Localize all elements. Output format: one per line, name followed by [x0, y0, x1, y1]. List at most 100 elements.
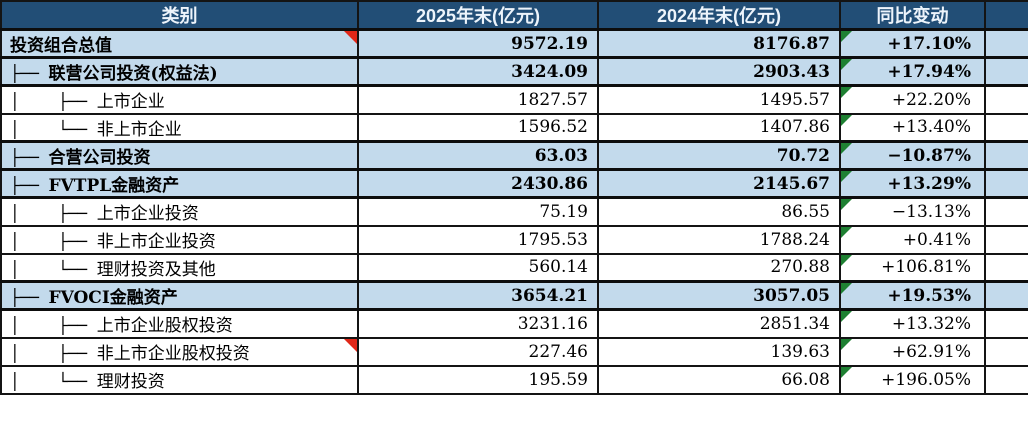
green-corner-marker: [842, 199, 852, 210]
category-label: 非上市企业: [96, 119, 182, 140]
tree-prefix: │ ├──: [10, 232, 97, 251]
category-label: 联营公司投资(权益法): [48, 64, 218, 84]
tree-prefix: │ ├──: [10, 92, 97, 112]
value-2025-cell: 9572.19: [357, 28, 599, 59]
value-2025-cell: 3654.21: [357, 280, 599, 311]
change-value: +106.81%: [881, 257, 971, 278]
empty-cell: [984, 56, 1028, 87]
green-corner-marker: [842, 144, 852, 154]
tree-prefix: ├──: [10, 176, 49, 195]
tree-prefix: ├──: [10, 64, 49, 83]
empty-cell: [984, 336, 1028, 367]
empty-cell: [984, 140, 1028, 171]
value-2025-cell: 3231.16: [357, 308, 599, 339]
change-value: +13.40%: [891, 117, 971, 138]
value-2024-cell: 3057.05: [597, 280, 841, 311]
tree-prefix: │ ├──: [10, 344, 97, 363]
change-value: +62.91%: [891, 341, 971, 362]
green-corner-marker: [842, 172, 852, 182]
tree-prefix: │ └──: [10, 119, 97, 139]
value-2025-cell: 227.46: [357, 336, 599, 367]
value-2025-cell: 1596.52: [357, 112, 599, 143]
value-2024-cell: 8176.87: [597, 28, 841, 59]
category-label: 非上市企业股权投资: [96, 344, 250, 364]
category-cell: ├── 联营公司投资(权益法): [0, 56, 359, 87]
column-header-2025: 2025年末(亿元): [357, 0, 599, 31]
value-2025-cell: 3424.09: [357, 56, 599, 87]
value-2024-cell: 66.08: [597, 364, 841, 395]
category-label: 上市企业: [96, 92, 165, 113]
value-2025-cell: 63.03: [357, 140, 599, 171]
category-cell: ├── 合营公司投资: [0, 140, 359, 171]
change-cell: +13.32%: [839, 308, 986, 339]
table-row: │ ├── 上市企业投资 75.19 86.55 −13.13%: [0, 196, 1028, 227]
change-value: +196.05%: [881, 369, 971, 390]
change-cell: −10.87%: [839, 140, 986, 171]
green-corner-marker: [842, 284, 852, 294]
value-2025-cell: 195.59: [357, 364, 599, 395]
category-cell: 投资组合总值: [0, 28, 359, 59]
category-cell: │ ├── 非上市企业股权投资: [0, 336, 359, 367]
table-header: 类别 2025年末(亿元) 2024年末(亿元) 同比变动: [0, 0, 1028, 31]
change-value: +0.41%: [902, 229, 971, 250]
category-label: 理财投资及其他: [96, 259, 216, 280]
value-2024-cell: 139.63: [597, 336, 841, 367]
value-2024-cell: 86.55: [597, 196, 841, 227]
value-2024-cell: 2903.43: [597, 56, 841, 87]
tree-prefix: │ ├──: [10, 316, 97, 336]
change-cell: −13.13%: [839, 196, 986, 227]
category-cell: │ └── 理财投资及其他: [0, 252, 359, 283]
value-2024-cell: 2851.34: [597, 308, 841, 339]
category-label: FVTPL金融资产: [48, 176, 180, 196]
empty-cell: [984, 308, 1028, 339]
column-header-2024: 2024年末(亿元): [597, 0, 841, 31]
tree-prefix: │ ├──: [10, 204, 97, 224]
table-row: │ └── 非上市企业 1596.52 1407.86 +13.40%: [0, 112, 1028, 143]
table-row: │ └── 理财投资 195.59 66.08 +196.05%: [0, 364, 1028, 395]
table-row: ├── FVOCI金融资产 3654.21 3057.05 +19.53%: [0, 280, 1028, 311]
change-cell: +62.91%: [839, 336, 986, 367]
column-header-empty: [984, 0, 1028, 31]
green-corner-marker: [842, 32, 852, 42]
table-row: ├── 合营公司投资 63.03 70.72 −10.87%: [0, 140, 1028, 171]
change-value: +13.32%: [891, 313, 971, 334]
category-cell: │ ├── 上市企业投资: [0, 196, 359, 227]
green-corner-marker: [842, 87, 852, 98]
green-corner-marker: [842, 227, 852, 238]
change-cell: +196.05%: [839, 364, 986, 395]
value-2024-cell: 270.88: [597, 252, 841, 283]
category-label: 上市企业投资: [96, 204, 199, 225]
empty-cell: [984, 28, 1028, 59]
value-2025-cell: 1795.53: [357, 224, 599, 255]
change-value: +13.29%: [887, 173, 971, 194]
category-cell: │ ├── 上市企业: [0, 84, 359, 115]
value-2025-cell: 560.14: [357, 252, 599, 283]
red-corner-marker: [344, 339, 356, 352]
tree-prefix: │ └──: [10, 372, 97, 391]
change-cell: +13.40%: [839, 112, 986, 143]
empty-cell: [984, 168, 1028, 199]
value-2024-cell: 2145.67: [597, 168, 841, 199]
header-row: 类别 2025年末(亿元) 2024年末(亿元) 同比变动: [0, 0, 1028, 31]
green-corner-marker: [842, 115, 852, 126]
green-corner-marker: [842, 311, 852, 322]
green-corner-marker: [842, 255, 852, 266]
tree-prefix: │ └──: [10, 259, 97, 279]
category-cell: ├── FVTPL金融资产: [0, 168, 359, 199]
change-cell: +0.41%: [839, 224, 986, 255]
tree-prefix: ├──: [10, 148, 49, 167]
table-body: 投资组合总值 9572.19 8176.87 +17.10% ├── 联营公司投…: [0, 28, 1028, 395]
green-corner-marker: [842, 60, 852, 70]
red-corner-marker: [344, 32, 356, 44]
change-value: +17.94%: [887, 61, 971, 82]
category-label: 投资组合总值: [10, 36, 112, 56]
empty-cell: [984, 84, 1028, 115]
empty-cell: [984, 364, 1028, 395]
value-2024-cell: 1788.24: [597, 224, 841, 255]
value-2024-cell: 1407.86: [597, 112, 841, 143]
value-2024-cell: 70.72: [597, 140, 841, 171]
change-value: −13.13%: [891, 201, 971, 222]
category-cell: │ └── 理财投资: [0, 364, 359, 395]
change-cell: +106.81%: [839, 252, 986, 283]
